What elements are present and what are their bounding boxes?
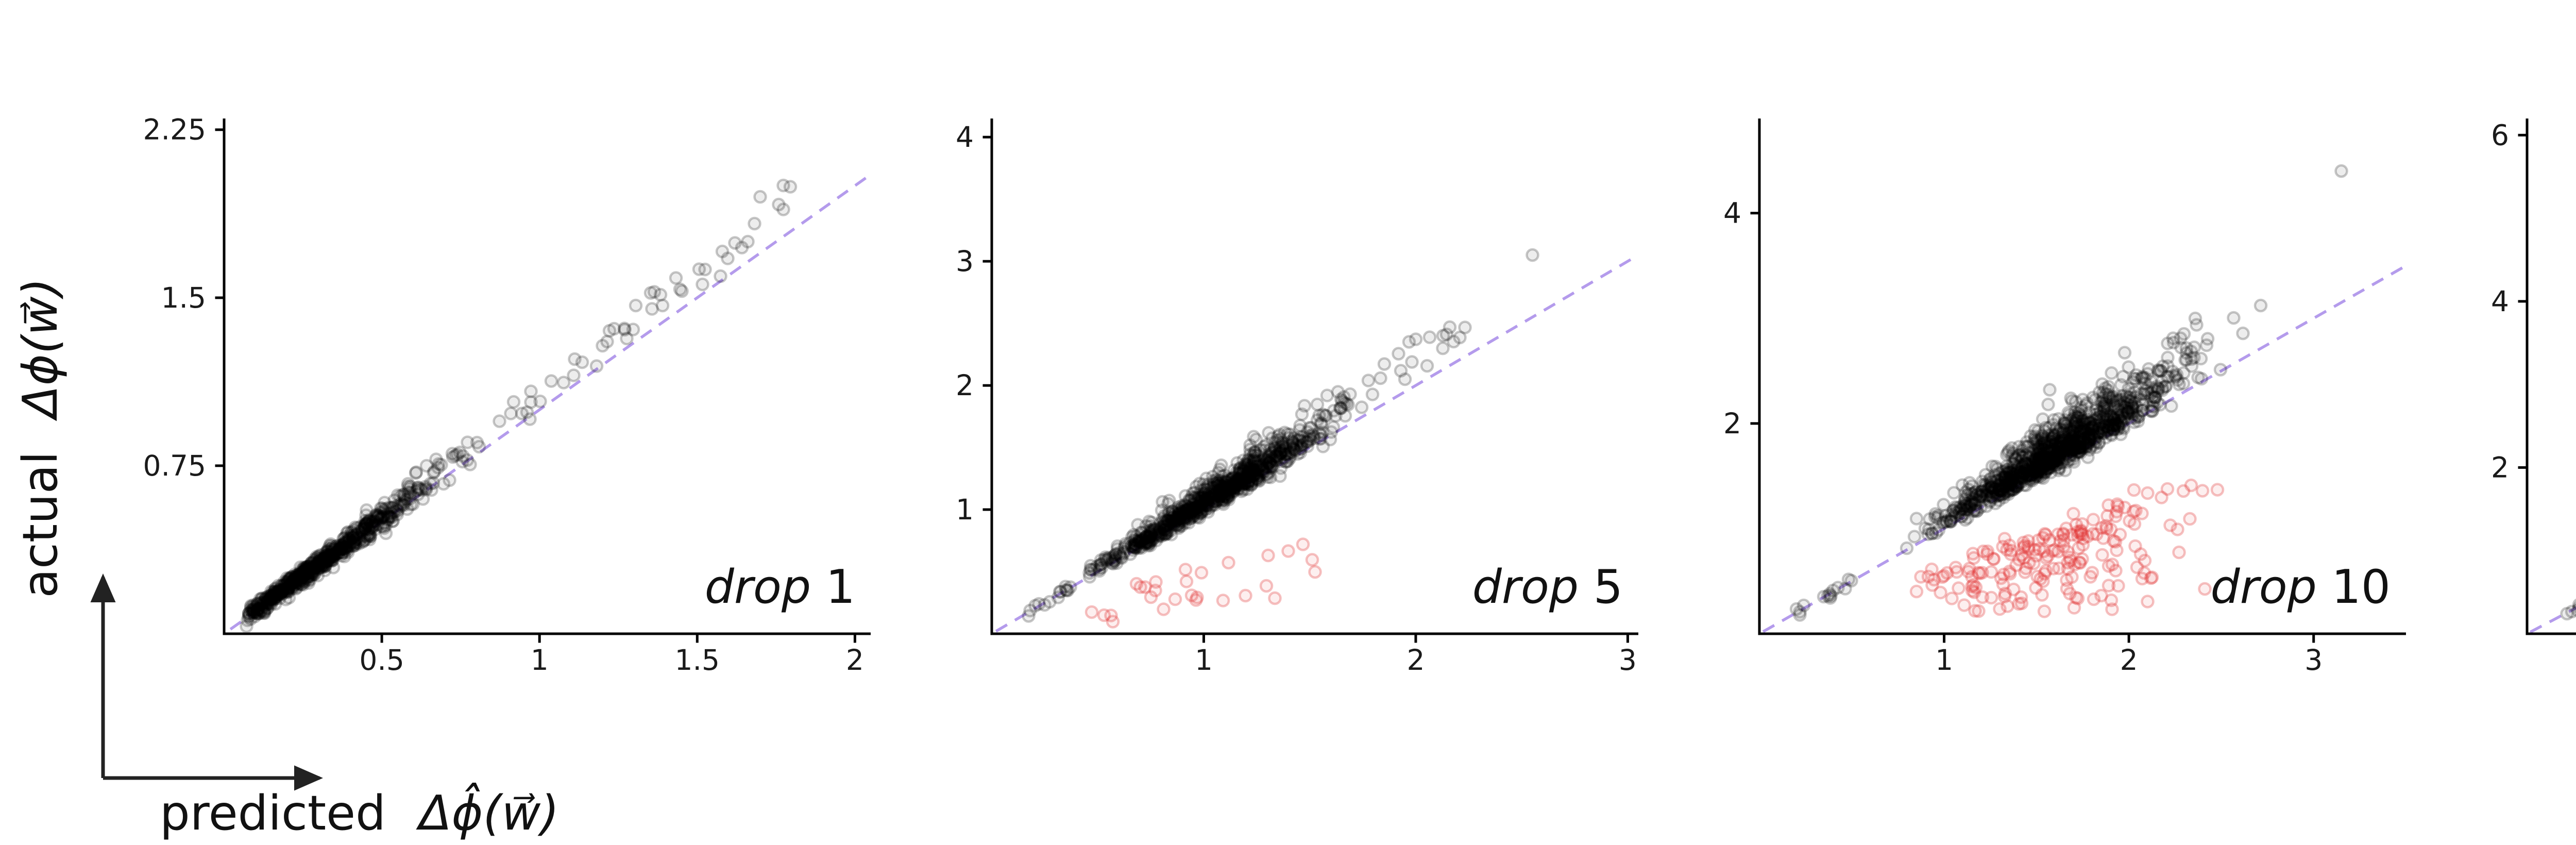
x-tick-label: 1: [1195, 644, 1213, 677]
x-tick-label: 2: [2120, 644, 2138, 677]
y-tick-label: 6: [2491, 119, 2509, 151]
y-tick-label: 2: [1723, 407, 1741, 440]
x-tick-label: 2: [1406, 644, 1425, 677]
drop-label-number: 10: [2331, 560, 2391, 614]
drop-label-number: 5: [1594, 560, 1623, 614]
x-axis-label: predicted Δϕ̂(w⃗): [160, 783, 559, 841]
x-ticks: 1 2 3: [1195, 634, 1637, 677]
x-axis-label-prefix: predicted: [160, 785, 401, 841]
y-tick-label: 2: [2491, 451, 2509, 484]
x-axis-label-math: Δϕ̂(w⃗): [416, 783, 559, 841]
black-points: [2562, 217, 2576, 620]
y-axis-label: actual Δϕ(w⃗): [12, 278, 68, 598]
y-ticks: 24: [1723, 197, 1759, 440]
drop-label: drop 5: [1472, 560, 1623, 614]
identity-line: [2530, 295, 2576, 632]
axis-direction-indicator: actual Δϕ(w⃗) predicted Δϕ̂(w⃗): [0, 0, 876, 845]
y-axis-label-math: Δϕ(w⃗): [12, 278, 68, 421]
drop-label-word: drop: [1472, 560, 1594, 614]
y-tick-label: 4: [2491, 285, 2509, 318]
scatter-subplot-drop-14: 1234246drop 14: [2419, 72, 2576, 703]
x-ticks: 1 2 3: [1935, 634, 2323, 677]
black-points: [1023, 249, 1538, 622]
y-ticks: 2 4 6: [2491, 119, 2527, 484]
drop-label: drop 10: [2211, 560, 2391, 614]
y-tick-label: 1: [956, 493, 974, 526]
x-tick-label: 3: [1619, 644, 1637, 677]
y-ticks: 1 2 3 4: [956, 121, 992, 526]
x-tick-label: 3: [2304, 644, 2323, 677]
scatter-subplot-drop-5: 1 2 3 1 2 3 4 drop 5: [884, 72, 1651, 703]
drop-label-word: drop: [2211, 560, 2332, 614]
x-tick-label: 1: [1935, 644, 1953, 677]
axes-spines: [2527, 119, 2576, 634]
y-tick-label: 4: [1723, 197, 1741, 230]
y-tick-label: 4: [956, 121, 974, 154]
y-tick-label: 3: [956, 245, 974, 278]
red-points: [1911, 480, 2223, 617]
y-tick-label: 2: [956, 369, 974, 402]
y-axis-label-prefix: actual: [12, 436, 68, 598]
